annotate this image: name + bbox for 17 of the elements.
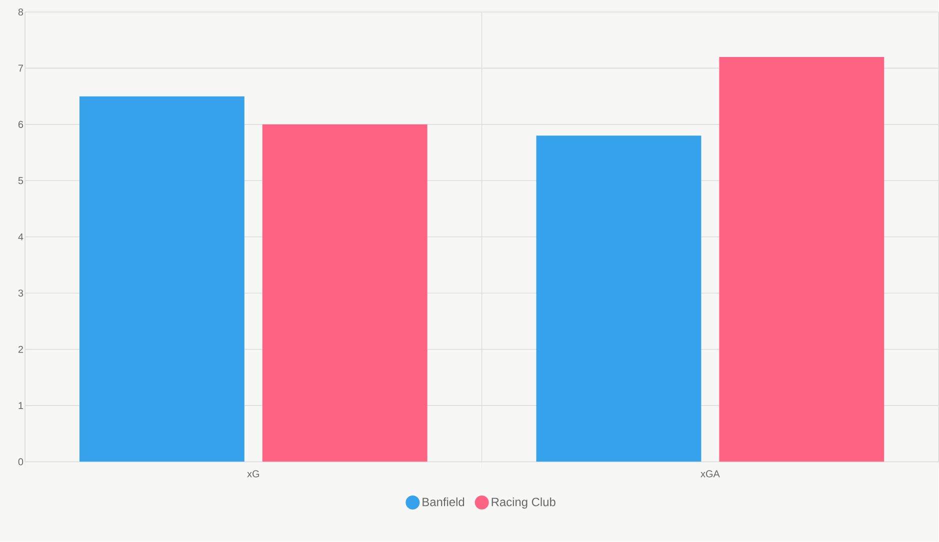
bar — [719, 57, 884, 462]
y-tick-label: 6 — [18, 121, 24, 128]
y-tick-label: 3 — [18, 290, 24, 297]
legend-label: Racing Club — [492, 498, 556, 509]
y-tick-label: 2 — [18, 346, 23, 353]
bar — [262, 124, 428, 462]
bar — [79, 96, 244, 462]
y-tick-label: 5 — [18, 177, 24, 184]
y-tick-label: 4 — [18, 234, 24, 240]
y-tick-label: 7 — [18, 64, 23, 72]
y-tick-label: 8 — [18, 8, 24, 16]
legend-label: Banfield — [422, 498, 464, 506]
x-tick-label: xG — [247, 470, 260, 478]
y-tick-label: 1 — [18, 402, 23, 410]
y-tick-label: 0 — [18, 458, 24, 466]
x-tick-label: xGA — [700, 470, 720, 478]
bar — [536, 136, 702, 462]
